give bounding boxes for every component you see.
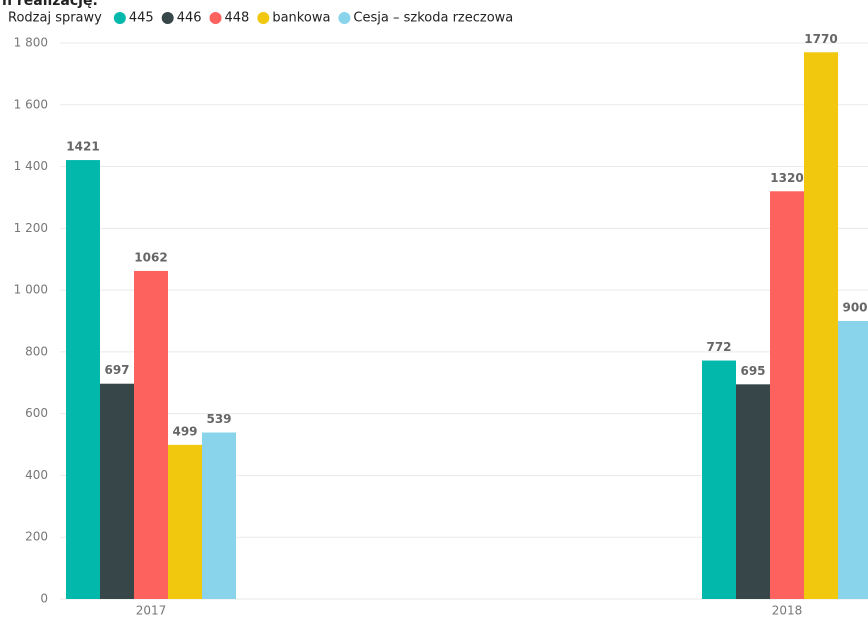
data-label: 1770 — [804, 32, 837, 46]
y-tick-label: 1 600 — [14, 97, 48, 111]
legend-label: 446 — [177, 11, 202, 26]
bar — [736, 384, 770, 599]
data-label: 772 — [706, 340, 731, 354]
legend-title: Rodzaj sprawy — [8, 11, 102, 26]
y-tick-label: 1 200 — [14, 221, 48, 235]
y-tick-label: 400 — [25, 468, 48, 482]
x-tick-label: 2017 — [136, 604, 167, 618]
data-label: 499 — [172, 424, 197, 438]
legend-marker — [161, 12, 174, 24]
bar — [202, 432, 236, 599]
y-tick-label: 1 800 — [14, 36, 48, 50]
data-label: 695 — [740, 364, 765, 378]
bar — [66, 160, 100, 599]
data-label: 1421 — [66, 140, 99, 154]
y-tick-label: 600 — [25, 406, 48, 420]
chart-title: n realizację. — [2, 0, 98, 9]
y-tick-label: 0 — [40, 592, 48, 606]
legend-label: Cesja – szkoda rzeczowa — [353, 11, 513, 26]
y-tick-label: 1 400 — [14, 159, 48, 173]
legend-marker — [257, 12, 270, 24]
bar — [702, 360, 736, 599]
bar — [100, 383, 134, 599]
x-tick-label: 2018 — [772, 604, 803, 618]
data-label: 1320 — [770, 171, 803, 185]
legend-marker — [113, 12, 126, 24]
bar — [134, 270, 168, 599]
bar — [804, 52, 838, 600]
y-tick-label: 800 — [25, 344, 48, 358]
legend-label: 445 — [129, 11, 154, 26]
data-label: 1062 — [134, 250, 167, 264]
bar — [838, 321, 868, 599]
legend-label: bankowa — [272, 11, 330, 26]
y-tick-label: 1 000 — [14, 283, 48, 297]
bar — [770, 191, 804, 599]
bar — [168, 444, 202, 599]
data-label: 900 — [842, 301, 867, 315]
legend-label: 448 — [225, 11, 250, 26]
legend-marker — [209, 12, 222, 24]
y-tick-label: 200 — [25, 530, 48, 544]
data-label: 539 — [206, 412, 231, 426]
data-label: 697 — [104, 363, 129, 377]
legend-marker — [338, 12, 351, 24]
